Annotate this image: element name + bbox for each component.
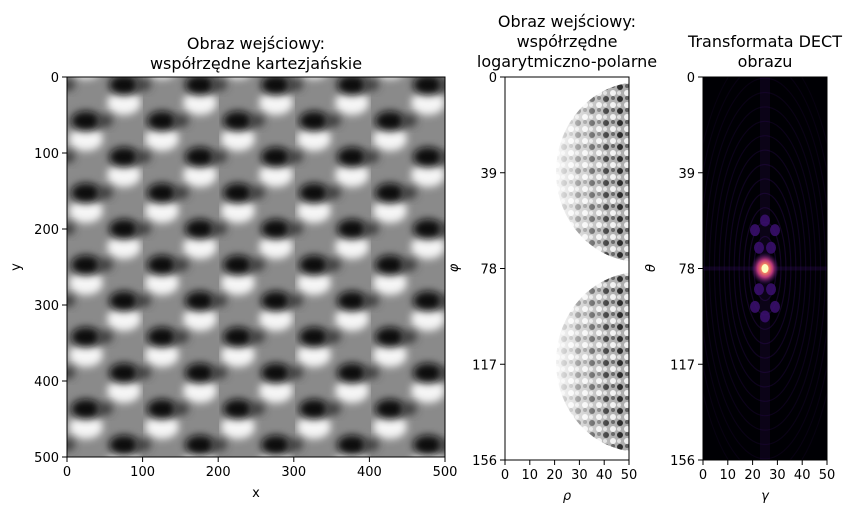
- dect-sidelobe: [770, 300, 780, 313]
- dect-x-tick-label: 50: [819, 468, 836, 483]
- dect-ripple-ring: [703, 91, 827, 446]
- dect-sidelobe: [750, 224, 760, 237]
- dect-y-tick-label: 78: [678, 263, 695, 278]
- dect-peak-core: [761, 264, 769, 273]
- dect-sidelobe: [750, 300, 760, 313]
- dect-ripple-ring: [708, 106, 822, 431]
- dect-ripple-ring: [703, 77, 827, 460]
- cartesian-x-tick-label: 400: [357, 465, 382, 480]
- dect-ripple-ring: [733, 178, 797, 359]
- dect-x-tick-label: 10: [720, 468, 737, 483]
- cartesian-y-tick-label: 100: [34, 147, 59, 162]
- logpolar-image: [550, 77, 629, 460]
- logpolar-x-tick-label: 50: [621, 468, 638, 483]
- logpolar-y-tick-label: 0: [489, 71, 497, 86]
- dect-y-ticks: 0 39 78 117 156: [670, 71, 703, 469]
- dect-sidelobe: [770, 224, 780, 237]
- cartesian-title-line-1: Obraz wejściowy:: [187, 34, 325, 53]
- logpolar-x-tick-label: 0: [501, 468, 509, 483]
- dect-x-tick-label: 40: [794, 468, 811, 483]
- cartesian-y-tick-label: 200: [34, 223, 59, 238]
- dect-sidelobe: [754, 241, 764, 254]
- dect-title-line-1: Transformata DECT: [687, 32, 842, 51]
- dect-ripple-ring: [723, 149, 807, 388]
- dect-x-axis-label: γ: [761, 489, 770, 504]
- dect-sidelobe: [766, 283, 776, 296]
- logpolar-x-tick-label: 10: [522, 468, 539, 483]
- dect-x-tick-label: 30: [769, 468, 786, 483]
- dect-y-tick-label: 117: [670, 358, 695, 373]
- cartesian-y-ticks: 0 100 200 300 400 500: [34, 71, 67, 466]
- dect-ripple-ring: [713, 120, 817, 417]
- dect-y-tick-label: 156: [670, 454, 695, 469]
- dect-peak-region: [750, 214, 780, 323]
- logpolar-y-tick-label: 39: [480, 167, 497, 182]
- dect-title-line-2: obrazu: [738, 52, 793, 71]
- dect-ripple-ring: [738, 192, 792, 345]
- cartesian-x-tick-label: 0: [63, 465, 71, 480]
- logpolar-title-line-2: współrzędne: [517, 32, 618, 51]
- logpolar-y-ticks: 0 39 78 117 156: [472, 71, 505, 469]
- cartesian-y-tick-label: 400: [34, 375, 59, 390]
- logpolar-y-tick-label: 156: [472, 454, 497, 469]
- dect-y-tick-label: 0: [687, 71, 695, 86]
- logpolar-y-tick-label: 117: [472, 358, 497, 373]
- cartesian-panel: Obraz wejściowy: współrzędne kartezjańsk…: [9, 34, 457, 501]
- cartesian-image: [67, 77, 445, 457]
- dect-y-axis-label: θ: [644, 264, 659, 272]
- cartesian-x-tick-label: 500: [433, 465, 458, 480]
- cartesian-x-axis-label: x: [252, 486, 260, 501]
- dect-x-tick-label: 0: [699, 468, 707, 483]
- cartesian-title-line-2: współrzędne kartezjańskie: [150, 54, 362, 73]
- cartesian-y-tick-label: 0: [51, 71, 59, 86]
- cartesian-x-ticks: 0 100 200 300 400 500: [63, 457, 458, 480]
- dect-y-tick-label: 39: [678, 167, 695, 182]
- dect-sidelobe: [760, 214, 770, 227]
- logpolar-x-tick-label: 20: [546, 468, 563, 483]
- cartesian-y-axis-label: y: [9, 263, 24, 271]
- dect-sidelobe: [754, 283, 764, 296]
- dect-ripple-ring: [718, 135, 812, 402]
- cartesian-axes-frame: [66, 76, 446, 458]
- logpolar-title-line-3: logarytmiczno-polarne: [477, 52, 657, 71]
- cartesian-x-tick-label: 200: [206, 465, 231, 480]
- logpolar-x-tick-label: 40: [596, 468, 613, 483]
- logpolar-y-axis-label: φ: [447, 263, 462, 272]
- dect-ripple-ring: [743, 207, 787, 330]
- logpolar-x-tick-label: 30: [571, 468, 588, 483]
- logpolar-x-ticks: 0 10 20 30 40 50: [501, 460, 637, 483]
- dect-ripple-ring: [728, 163, 802, 374]
- cartesian-y-tick-label: 300: [34, 299, 59, 314]
- logpolar-y-tick-label: 78: [480, 263, 497, 278]
- dect-sidelobe: [766, 241, 776, 254]
- dect-x-ticks: 0 10 20 30 40 50: [699, 460, 835, 483]
- logpolar-panel: Obraz wejściowy: współrzędne logarytmicz…: [447, 12, 657, 504]
- cartesian-y-tick-label: 500: [34, 451, 59, 466]
- logpolar-title-line-1: Obraz wejściowy:: [498, 12, 636, 31]
- dect-sidelobe: [760, 310, 770, 323]
- cartesian-x-tick-label: 100: [130, 465, 155, 480]
- logpolar-x-axis-label: ρ: [563, 489, 572, 504]
- dect-x-tick-label: 20: [744, 468, 761, 483]
- dect-panel: Transformata DECT obrazu 0 10 20 30 40 50 0 39…: [644, 32, 842, 504]
- cartesian-x-tick-label: 300: [281, 465, 306, 480]
